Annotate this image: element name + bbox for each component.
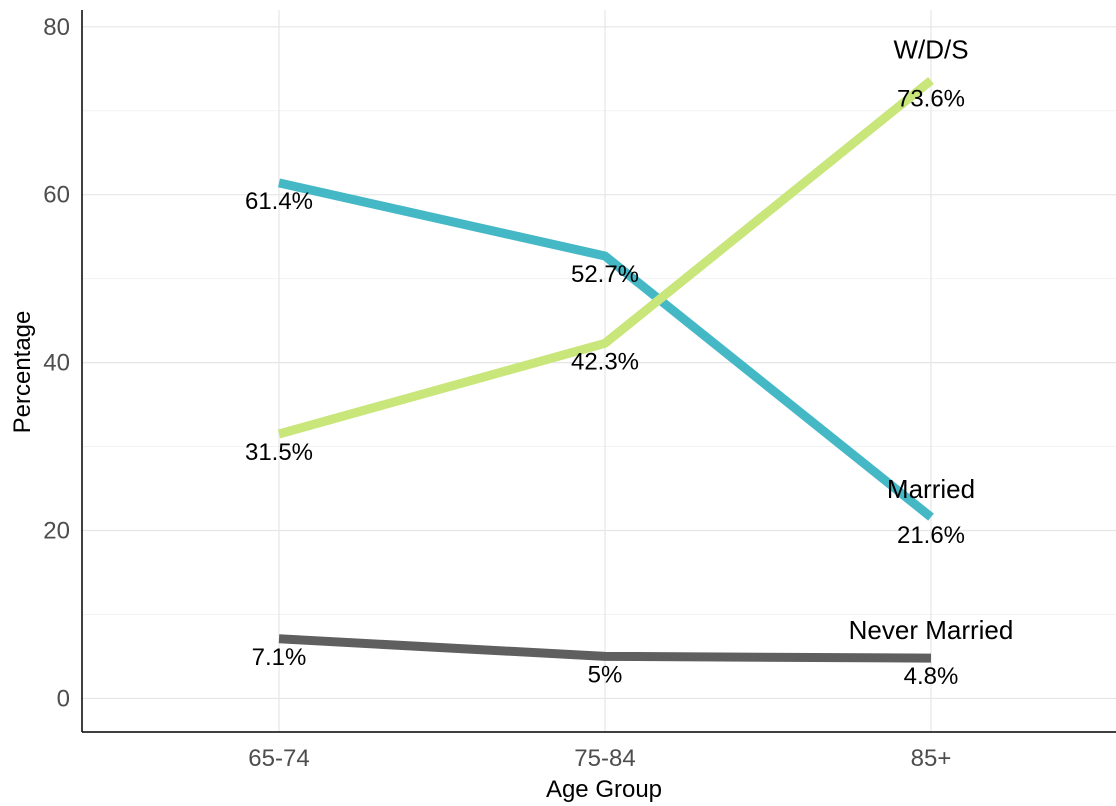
- data-label-w-d-s: 73.6%: [897, 86, 965, 113]
- y-tick-label: 80: [43, 14, 70, 41]
- x-tick-label: 75-84: [574, 745, 635, 772]
- x-axis-title: Age Group: [546, 776, 662, 803]
- series-name-label-never-married: Never Married: [849, 615, 1014, 645]
- data-label-never-married: 5%: [588, 661, 623, 688]
- series-line-w-d-s: [277, 76, 934, 439]
- axes: 0 20 40 60 80 65-74 75-84 85+: [43, 10, 1116, 772]
- series-line-never-married: [278, 634, 932, 663]
- series-name-label-w-d-s: W/D/S: [893, 35, 968, 65]
- y-tick-label: 60: [43, 182, 70, 209]
- grid: [82, 10, 1116, 732]
- y-tick-label: 40: [43, 350, 70, 377]
- series-name-label-married: Married: [887, 474, 975, 504]
- y-axis-title: Percentage: [9, 311, 36, 434]
- data-label-never-married: 4.8%: [904, 663, 959, 690]
- y-tick-label: 0: [57, 685, 70, 712]
- series-line-married: [278, 178, 934, 521]
- y-tick-label: 20: [43, 518, 70, 545]
- data-label-married: 61.4%: [245, 188, 313, 215]
- data-label-w-d-s: 42.3%: [571, 348, 639, 375]
- data-labels: 61.4% 52.7% 21.6% Married 31.5% 42.3% 73.6% W/D…: [245, 35, 1013, 691]
- data-label-married: 21.6%: [897, 522, 965, 549]
- data-label-w-d-s: 31.5%: [245, 439, 313, 466]
- x-tick-label: 65-74: [248, 745, 309, 772]
- data-label-never-married: 7.1%: [252, 644, 307, 671]
- x-tick-label: 85+: [911, 745, 952, 772]
- data-label-married: 52.7%: [571, 261, 639, 288]
- series-group: [277, 76, 934, 663]
